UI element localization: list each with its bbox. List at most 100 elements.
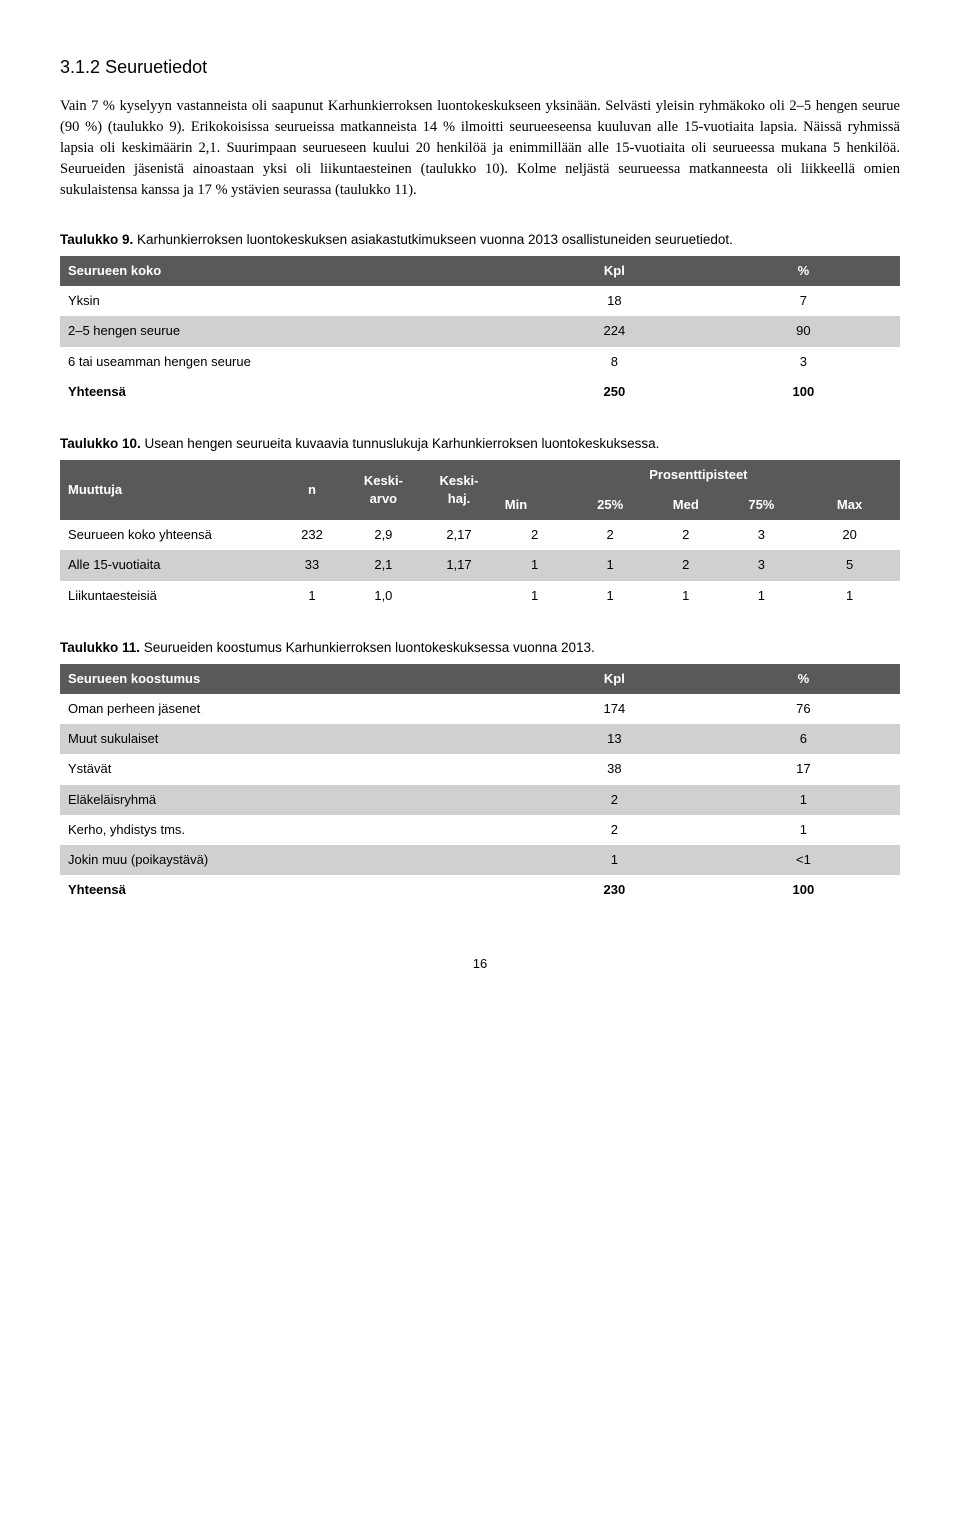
table11-h2: %: [707, 664, 900, 694]
table-row: Eläkeläisryhmä 2 1: [60, 785, 900, 815]
table-row: 2–5 hengen seurue 224 90: [60, 316, 900, 346]
cell: 5: [799, 550, 900, 580]
t10-h-muuttuja: Muuttuja: [60, 460, 278, 520]
t10-h-group: Prosenttipisteet: [497, 460, 900, 490]
t10-h-n: n: [278, 460, 345, 520]
cell: 232: [278, 520, 345, 550]
table-row-total: Yhteensä 250 100: [60, 377, 900, 407]
table-row: Liikuntaesteisiä 1 1,0 1 1 1 1 1: [60, 581, 900, 611]
table9-caption: Taulukko 9. Karhunkierroksen luontokesku…: [60, 231, 900, 250]
cell-kpl: 18: [522, 286, 707, 316]
cell: 1: [278, 581, 345, 611]
table-row: Jokin muu (poikaystävä) 1 <1: [60, 845, 900, 875]
cell: 2: [497, 520, 573, 550]
cell-pct: 7: [707, 286, 900, 316]
t10-h-max: Max: [799, 490, 900, 520]
t10-h-kh: Keski-haj.: [421, 460, 497, 520]
cell-label: Yhteensä: [60, 875, 522, 905]
cell: 1: [799, 581, 900, 611]
table-row: Yksin 18 7: [60, 286, 900, 316]
cell-label: 6 tai useamman hengen seurue: [60, 347, 522, 377]
table-row: Seurueen koko yhteensä 232 2,9 2,17 2 2 …: [60, 520, 900, 550]
cell: 2: [648, 550, 724, 580]
section-heading: 3.1.2 Seuruetiedot: [60, 55, 900, 80]
section-number: 3.1.2: [60, 57, 100, 77]
cell-kpl: 250: [522, 377, 707, 407]
cell: 2,17: [421, 520, 497, 550]
cell-label: Oman perheen jäsenet: [60, 694, 522, 724]
cell-kpl: 174: [522, 694, 707, 724]
cell-pct: 3: [707, 347, 900, 377]
cell-pct: 1: [707, 785, 900, 815]
t10-h-min: Min: [497, 490, 573, 520]
cell: 33: [278, 550, 345, 580]
t10-h-p75: 75%: [724, 490, 800, 520]
cell: 1: [497, 550, 573, 580]
table-row: Muut sukulaiset 13 6: [60, 724, 900, 754]
cell: [421, 581, 497, 611]
cell-kpl: 224: [522, 316, 707, 346]
table9-caption-rest: Karhunkierroksen luontokeskuksen asiakas…: [133, 232, 733, 247]
cell-kpl: 38: [522, 754, 707, 784]
cell: 20: [799, 520, 900, 550]
cell-label: Seurueen koko yhteensä: [60, 520, 278, 550]
cell-label: Jokin muu (poikaystävä): [60, 845, 522, 875]
cell: 1: [572, 581, 648, 611]
cell-pct: 100: [707, 875, 900, 905]
table10-caption: Taulukko 10. Usean hengen seurueita kuva…: [60, 435, 900, 454]
table11-caption-bold: Taulukko 11.: [60, 640, 140, 655]
cell-kpl: 8: [522, 347, 707, 377]
cell: 1: [572, 550, 648, 580]
table10-caption-rest: Usean hengen seurueita kuvaavia tunnuslu…: [141, 436, 660, 451]
table-row: Ystävät 38 17: [60, 754, 900, 784]
cell: 1: [724, 581, 800, 611]
cell-label: Kerho, yhdistys tms.: [60, 815, 522, 845]
table9-h2: %: [707, 256, 900, 286]
body-paragraph: Vain 7 % kyselyyn vastanneista oli saapu…: [60, 96, 900, 201]
table-row: Oman perheen jäsenet 174 76: [60, 694, 900, 724]
table11-caption-rest: Seurueiden koostumus Karhunkierroksen lu…: [140, 640, 595, 655]
section-title: Seuruetiedot: [105, 57, 207, 77]
table-row: Alle 15-vuotiaita 33 2,1 1,17 1 1 2 3 5: [60, 550, 900, 580]
cell: 3: [724, 550, 800, 580]
t10-h-p25: 25%: [572, 490, 648, 520]
cell-pct: 6: [707, 724, 900, 754]
cell: 1,17: [421, 550, 497, 580]
t10-h-med: Med: [648, 490, 724, 520]
cell-kpl: 13: [522, 724, 707, 754]
cell-pct: 17: [707, 754, 900, 784]
table-row-total: Yhteensä 230 100: [60, 875, 900, 905]
cell-pct: <1: [707, 845, 900, 875]
cell-label: Liikuntaesteisiä: [60, 581, 278, 611]
table10: Muuttuja n Keski-arvo Keski-haj. Prosent…: [60, 460, 900, 611]
cell: 2,1: [346, 550, 422, 580]
cell-label: Yhteensä: [60, 377, 522, 407]
table11-caption: Taulukko 11. Seurueiden koostumus Karhun…: [60, 639, 900, 658]
table-row: 6 tai useamman hengen seurue 8 3: [60, 347, 900, 377]
table11-h1: Kpl: [522, 664, 707, 694]
cell-label: Eläkeläisryhmä: [60, 785, 522, 815]
cell-label: Ystävät: [60, 754, 522, 784]
table-row: Kerho, yhdistys tms. 2 1: [60, 815, 900, 845]
cell-kpl: 2: [522, 815, 707, 845]
cell: 2,9: [346, 520, 422, 550]
cell-label: Yksin: [60, 286, 522, 316]
cell: 1,0: [346, 581, 422, 611]
cell: 1: [648, 581, 724, 611]
table9-h1: Kpl: [522, 256, 707, 286]
t10-h-ka: Keski-arvo: [346, 460, 422, 520]
table11: Seurueen koostumus Kpl % Oman perheen jä…: [60, 664, 900, 906]
cell: 2: [572, 520, 648, 550]
table10-caption-bold: Taulukko 10.: [60, 436, 141, 451]
cell-label: 2–5 hengen seurue: [60, 316, 522, 346]
cell-pct: 90: [707, 316, 900, 346]
table11-h0: Seurueen koostumus: [60, 664, 522, 694]
cell-pct: 1: [707, 815, 900, 845]
table9: Seurueen koko Kpl % Yksin 18 7 2–5 henge…: [60, 256, 900, 407]
cell-label: Muut sukulaiset: [60, 724, 522, 754]
cell-kpl: 1: [522, 845, 707, 875]
cell-label: Alle 15-vuotiaita: [60, 550, 278, 580]
page-number: 16: [60, 955, 900, 973]
cell: 1: [497, 581, 573, 611]
cell-kpl: 230: [522, 875, 707, 905]
